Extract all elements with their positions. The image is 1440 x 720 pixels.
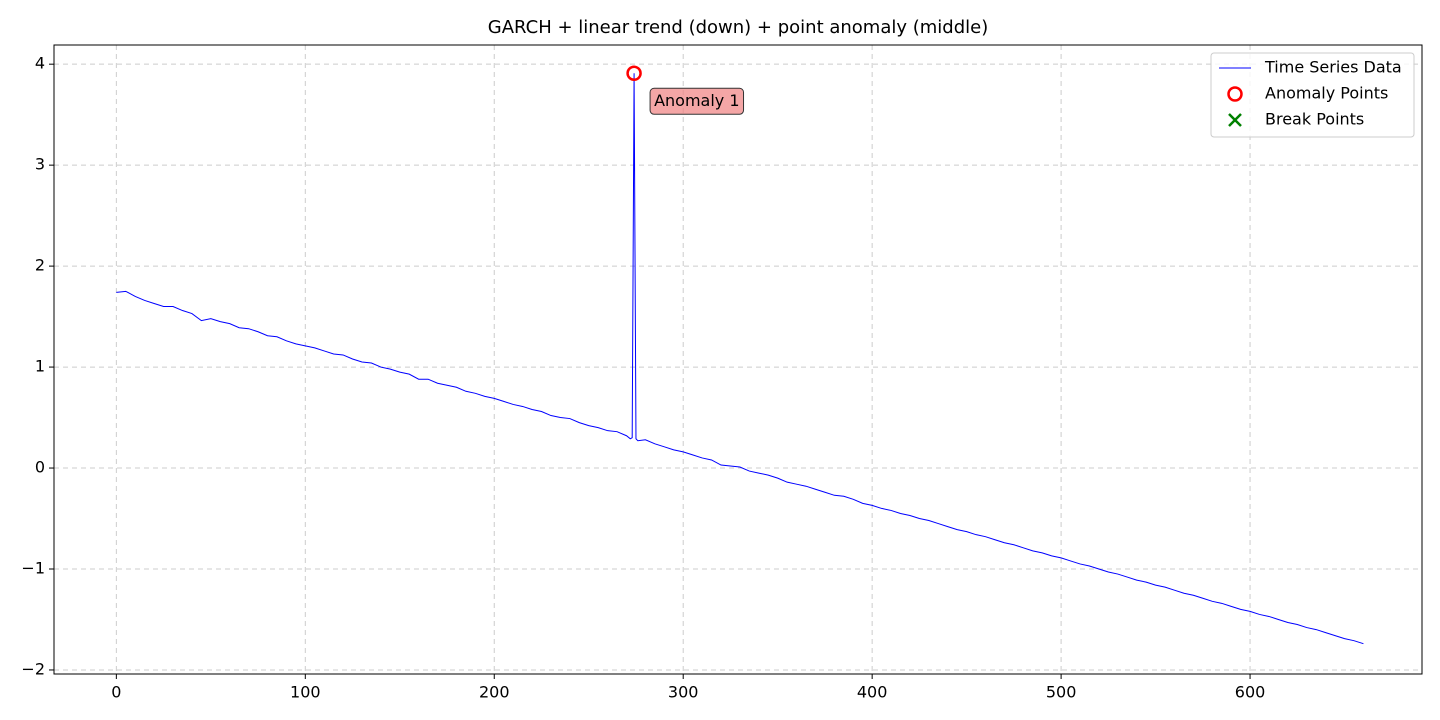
legend-label: Time Series Data [1264, 58, 1402, 77]
y-tick-label: −1 [21, 558, 45, 577]
plot-frame [53, 44, 1423, 675]
annotation: Anomaly 1 [654, 91, 739, 110]
x-tick-label: 0 [111, 683, 121, 702]
y-tick-label: 0 [35, 458, 45, 477]
y-tick-label: 3 [35, 155, 45, 174]
x-tick-label: 300 [668, 683, 699, 702]
legend-box [1210, 52, 1415, 138]
y-tick-label: 2 [35, 256, 45, 275]
x-tick-label: 100 [290, 683, 321, 702]
legend-label: Break Points [1265, 110, 1364, 129]
annotation-box [649, 87, 745, 115]
x-tick-label: 400 [857, 683, 888, 702]
legend-swatch [1228, 113, 1242, 127]
y-tick-label: 1 [35, 357, 45, 376]
x-tick-label: 200 [479, 683, 510, 702]
legend-label: Anomaly Points [1265, 84, 1388, 103]
y-tick-label: −2 [21, 659, 45, 678]
x-tick-label: 500 [1046, 683, 1077, 702]
x-tick-label: 600 [1235, 683, 1266, 702]
series-line [116, 73, 1364, 645]
anomaly-point [626, 65, 642, 82]
y-tick-label: 4 [35, 54, 45, 73]
chart-title: GARCH + linear trend (down) + point anom… [488, 17, 989, 38]
legend-swatch [1227, 86, 1243, 102]
